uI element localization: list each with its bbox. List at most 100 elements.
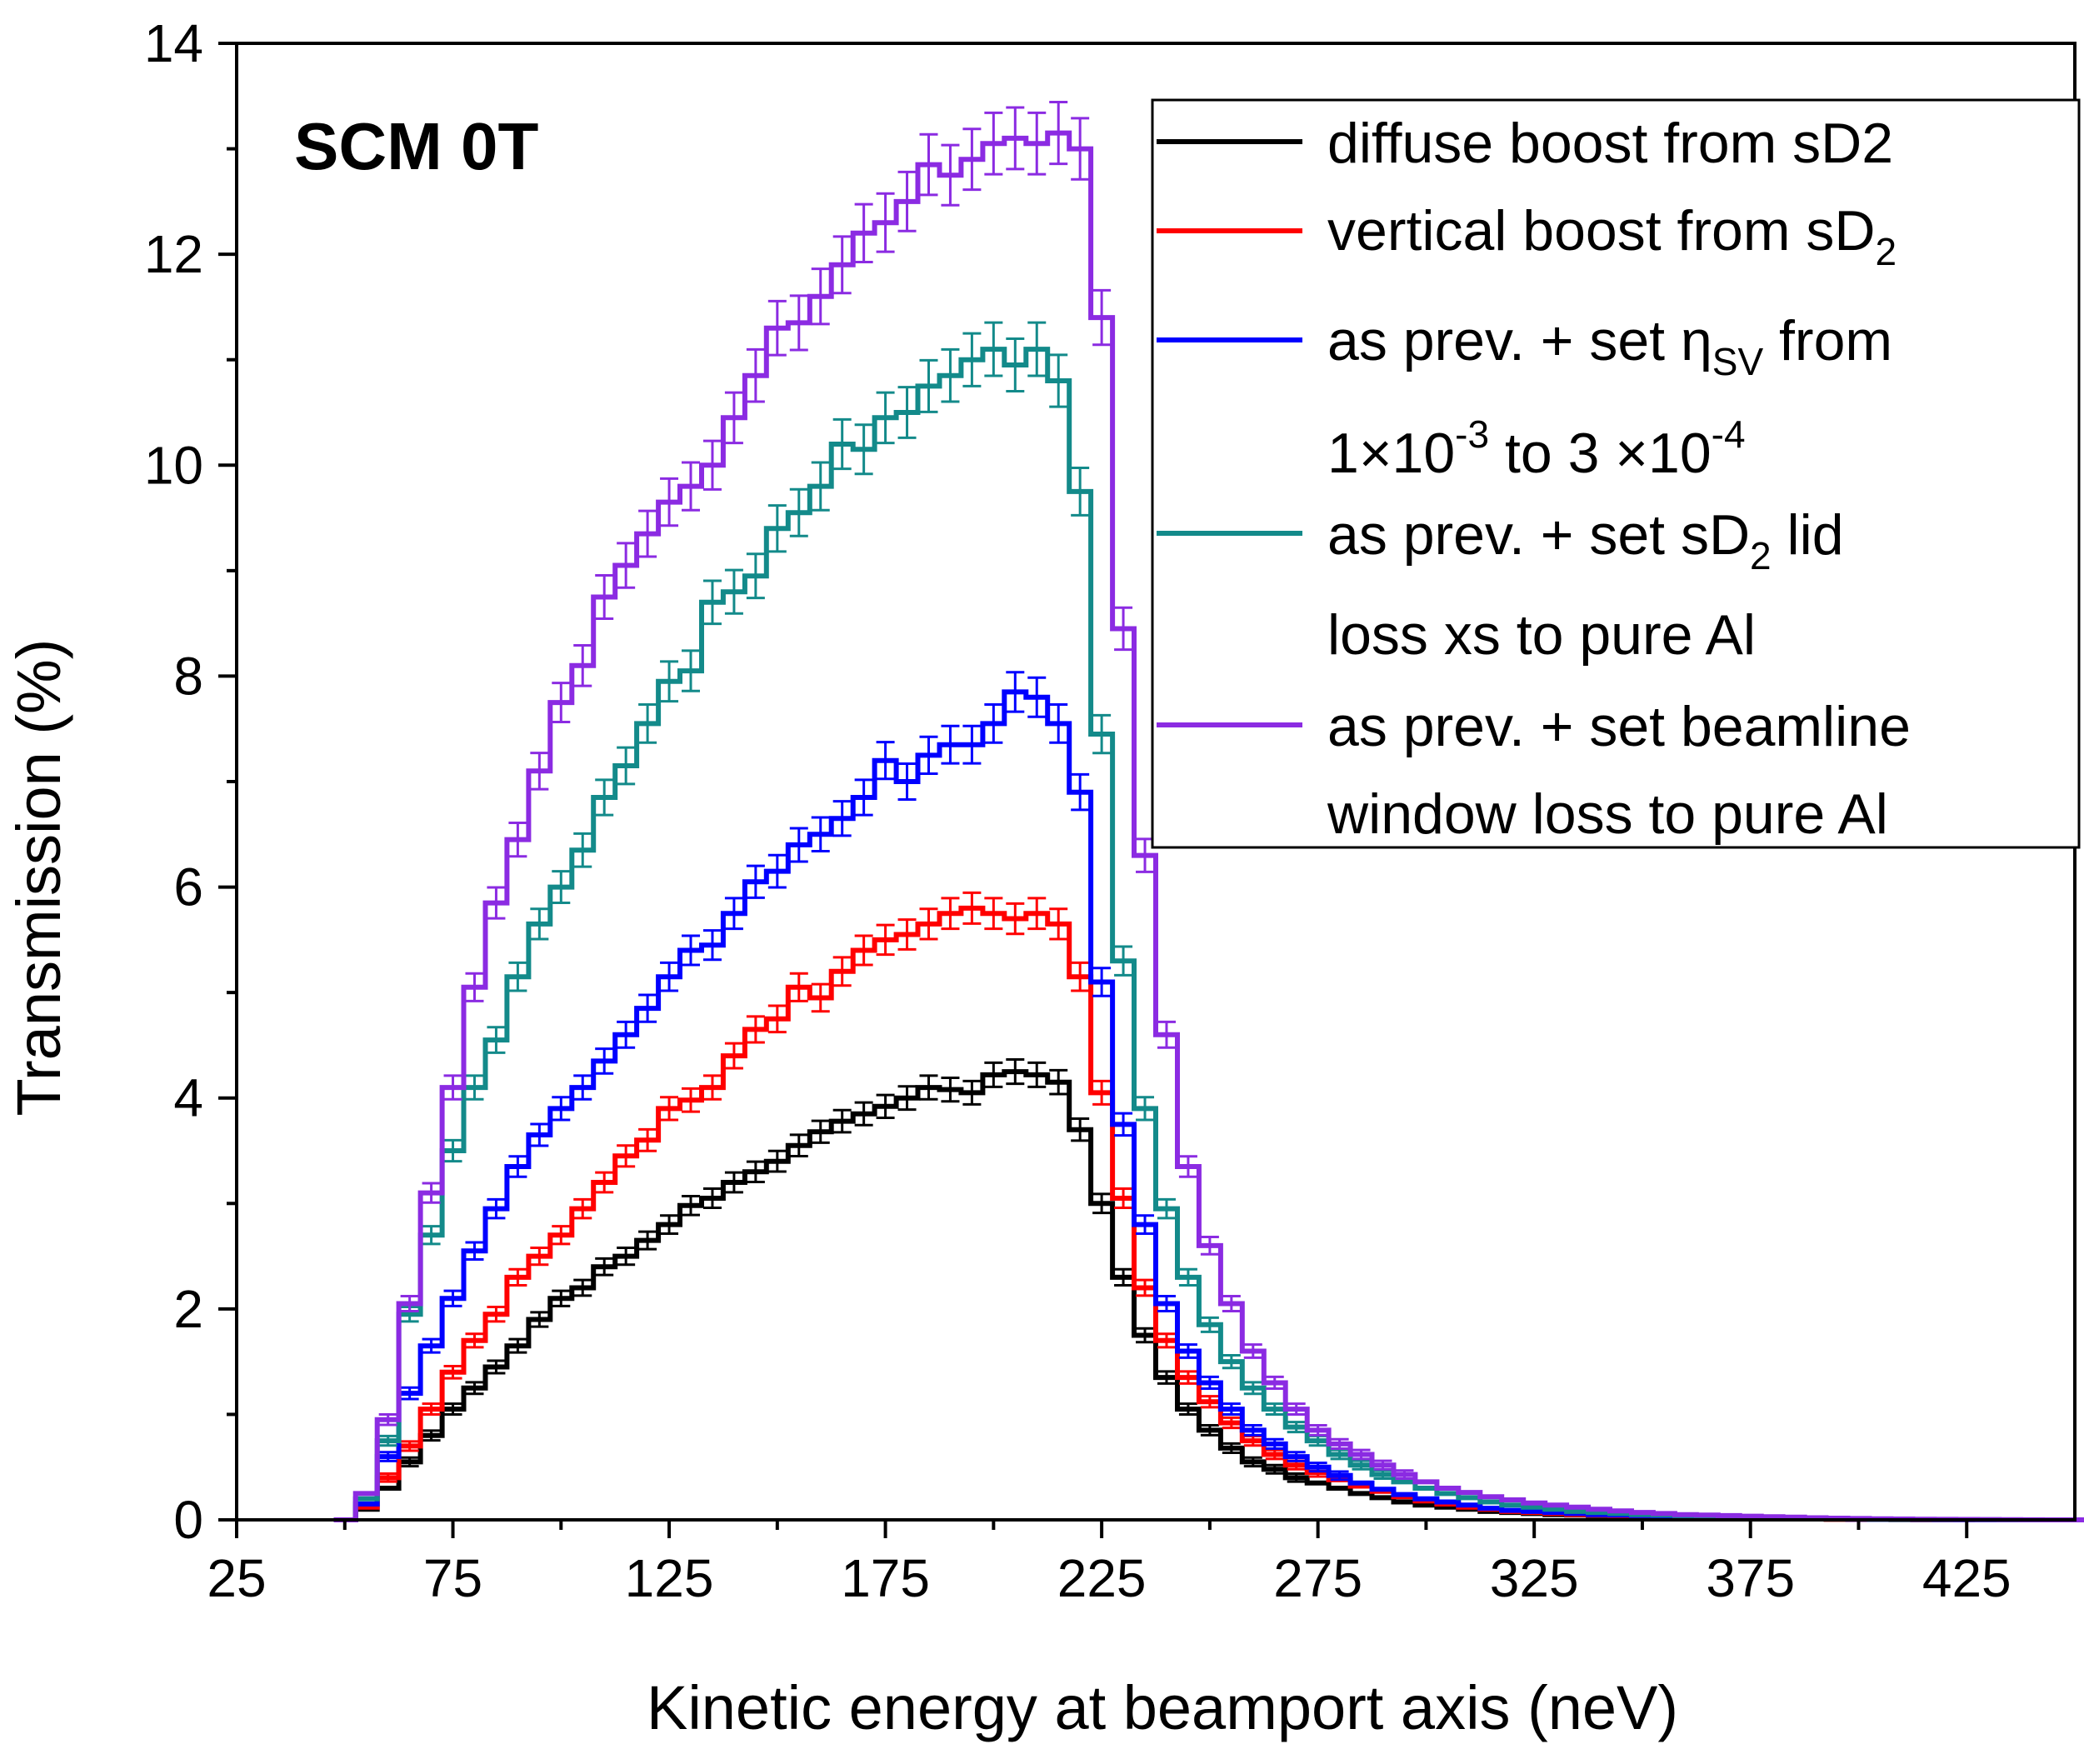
series-5-error-bar — [876, 192, 895, 253]
series-4-error-bar — [1049, 353, 1068, 408]
series-2-error-bar — [1222, 1416, 1241, 1430]
series-2-error-bar — [984, 897, 1003, 931]
series-5-error-bar — [1157, 1020, 1176, 1049]
legend-entry-3: 1×10-3 to 3 ×10-4 — [1327, 412, 1746, 485]
series-4-error-bar — [1287, 1421, 1306, 1434]
series-4-error-bar — [1178, 1267, 1197, 1287]
series-2-error-bar — [422, 1402, 441, 1417]
series-1-error-bar — [1243, 1456, 1262, 1468]
series-3-error-bar — [465, 1241, 484, 1261]
series-4-error-bar — [422, 1225, 441, 1246]
series-3-error-bar — [443, 1289, 462, 1307]
x-tick-label: 75 — [423, 1548, 482, 1608]
series-2-error-bar — [400, 1440, 419, 1452]
series-2-error-bar — [832, 956, 852, 987]
series-1-error-bar — [1222, 1442, 1241, 1454]
series-3-error-bar — [1006, 671, 1025, 713]
series-4-error-bar — [1352, 1459, 1371, 1471]
series-5-error-bar — [508, 821, 527, 858]
series-3-error-bar — [1287, 1451, 1306, 1462]
series-2-error-bar — [573, 1197, 592, 1220]
series-2-error-bar — [919, 907, 938, 941]
series-5-error-bar — [1092, 288, 1112, 347]
series-1-error-bar — [400, 1456, 419, 1468]
series-3-error-bar — [1265, 1437, 1284, 1450]
series-5-error-bar — [1178, 1155, 1197, 1178]
series-2-error-bar — [508, 1267, 527, 1287]
series-4-error-bar — [508, 961, 527, 992]
series-2-error-bar — [1200, 1395, 1219, 1409]
series-1-error-bar — [1200, 1423, 1219, 1437]
series-1-error-bar — [1157, 1370, 1176, 1385]
x-tick-label: 175 — [841, 1548, 930, 1608]
series-4-error-bar — [638, 702, 657, 744]
series-3-error-bar — [1136, 1214, 1155, 1235]
series-2-error-bar — [854, 934, 873, 967]
legend-entry-5: window loss to pure Al — [1327, 782, 1888, 846]
series-5-error-bar — [443, 1074, 462, 1101]
series-3-error-bar — [552, 1096, 571, 1122]
series-2-error-bar — [941, 897, 960, 931]
series-1-error-bar — [1178, 1402, 1197, 1417]
y-tick-label: 14 — [144, 13, 203, 73]
series-3-error-bar — [854, 778, 873, 817]
series-5-error-bar — [746, 347, 765, 403]
series-4-error-bar — [530, 907, 549, 941]
legend-entry-2: vertical boost from sD2 — [1327, 199, 1897, 273]
series-5-error-bar — [1352, 1448, 1371, 1461]
series-3-error-bar — [1200, 1375, 1219, 1391]
series-3-error-bar — [422, 1337, 441, 1354]
series-1-error-bar — [443, 1402, 462, 1417]
series-2-error-bar — [767, 1004, 787, 1034]
series-4-error-bar — [1330, 1448, 1349, 1461]
legend-entry-4: as prev. + set sD2 lid — [1327, 503, 1844, 577]
series-2-error-bar — [378, 1472, 397, 1483]
series-3-error-bar — [595, 1047, 614, 1075]
series-3-error-bar — [767, 853, 787, 889]
series-1-error-bar — [1049, 1068, 1068, 1096]
series-4-error-bar — [811, 461, 830, 512]
series-5-error-bar — [724, 391, 743, 445]
series-5-error-bar — [1265, 1375, 1284, 1391]
series-5-error-bar — [1006, 106, 1025, 171]
series-4-error-bar — [962, 332, 982, 387]
series-1-error-bar — [487, 1359, 506, 1375]
series-5-error-bar — [1243, 1343, 1262, 1359]
series-4-error-bar — [702, 579, 722, 626]
series-5-error-bar — [1071, 117, 1090, 181]
series-3-error-bar — [984, 702, 1003, 744]
series-4-error-bar — [832, 417, 852, 471]
series-2-error-bar — [1136, 1278, 1155, 1297]
series-2-error-bar — [660, 1096, 679, 1122]
series-3-error-bar — [378, 1451, 397, 1462]
y-tick-label: 12 — [144, 224, 203, 284]
series-4-error-bar — [789, 487, 808, 537]
series-4-error-bar — [1200, 1316, 1219, 1333]
series-5-error-bar — [962, 127, 982, 192]
series-5-error-bar — [1027, 111, 1047, 176]
series-1-error-bar — [702, 1187, 722, 1209]
series-2-error-bar — [1071, 961, 1090, 992]
series-2-error-bar — [746, 1015, 765, 1044]
series-5-error-bar — [530, 752, 549, 791]
series-4-error-bar — [941, 347, 960, 403]
series-4-error-bar — [984, 321, 1003, 377]
series-4-error-bar — [1136, 1096, 1155, 1122]
series-2-error-bar — [1114, 1187, 1133, 1209]
series-4-error-bar — [1006, 337, 1025, 393]
series-1-error-bar — [682, 1194, 701, 1217]
x-tick-label: 425 — [1922, 1548, 2012, 1608]
series-2-error-bar — [811, 982, 830, 1013]
series-3-error-bar — [746, 864, 765, 899]
series-5-error-bar — [400, 1295, 419, 1313]
series-2-error-bar — [962, 891, 982, 925]
series-3-error-bar — [1092, 967, 1112, 997]
series-5-error-bar — [1308, 1423, 1327, 1437]
legend-entry-1: diffuse boost from sD2 — [1327, 112, 1893, 175]
series-1-error-bar — [552, 1289, 571, 1307]
series-3-error-bar — [1178, 1343, 1197, 1359]
series-5-error-bar — [638, 509, 657, 558]
series-4-error-bar — [1071, 466, 1090, 517]
series-1-error-bar — [811, 1119, 830, 1144]
series-3-error-bar — [832, 800, 852, 837]
